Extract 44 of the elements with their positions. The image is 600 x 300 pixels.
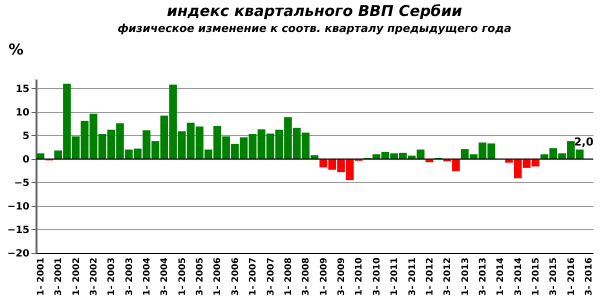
y-axis-title: %	[8, 40, 24, 58]
x-tick-label: 3- 2010	[372, 258, 382, 296]
x-tick-label: 3- 2005	[196, 258, 206, 296]
x-tick-label: 1- 2002	[72, 258, 82, 296]
x-tick-label: 3- 2009	[337, 258, 348, 296]
y-tick-label: −20	[7, 248, 30, 260]
x-tick-label: 3- 2014	[514, 258, 524, 296]
x-tick-label: 3- 2004	[160, 258, 170, 296]
x-tick-label: 3- 2001	[54, 258, 64, 296]
x-tick-label: 1- 2005	[178, 258, 188, 296]
x-tick-label: 1- 2011	[390, 258, 400, 296]
chart-title: индекс квартального ВВП Сербии	[166, 2, 463, 20]
x-tick-label: 3- 2012	[443, 258, 454, 296]
x-tick-label: 3- 2013	[478, 258, 488, 296]
y-tick-label: 0	[22, 154, 30, 166]
y-tick-label: −10	[7, 201, 30, 212]
x-tick-label: 3- 2015	[549, 258, 560, 296]
x-tick-label: 1- 2003	[107, 258, 118, 296]
x-tick-label: 1- 2015	[532, 258, 542, 296]
x-tick-label: 1- 2001	[36, 258, 46, 296]
chart-subtitle: физическое изменение к соотв. кварталу предыдущего года	[118, 22, 512, 35]
x-tick-label: 1- 2004	[142, 258, 153, 296]
x-tick-label: 1- 2007	[248, 258, 259, 296]
x-tick-label: 3- 2011	[408, 258, 418, 296]
data-label: 2,0	[574, 136, 594, 149]
y-tick-label: 10	[16, 107, 30, 118]
x-tick-label: 1- 2013	[460, 258, 471, 296]
x-tick-label: 1- 2008	[284, 258, 294, 296]
x-tick-label: 3- 2007	[266, 258, 276, 296]
y-tick-label: 15	[16, 84, 30, 95]
x-tick-label: 1- 2009	[319, 258, 330, 296]
x-tick-label: 1- 2016	[566, 258, 577, 296]
y-tick-label: 5	[22, 130, 30, 142]
x-tick-label: 1- 2012	[425, 258, 436, 296]
x-tick-label: 1- 2014	[496, 258, 506, 296]
x-tick-label: 3- 2003	[124, 258, 135, 296]
x-tick-label: 3- 2006	[230, 258, 241, 296]
x-tick-label: 3- 2002	[89, 258, 100, 296]
x-tick-label: 1- 2010	[354, 258, 365, 296]
y-tick-label: −15	[7, 224, 30, 236]
y-tick-label: −5	[14, 178, 30, 189]
x-tick-label: 1- 2006	[213, 258, 224, 296]
x-tick-label: 3- 2008	[302, 258, 312, 296]
x-tick-label: 3- 2016	[584, 258, 595, 296]
